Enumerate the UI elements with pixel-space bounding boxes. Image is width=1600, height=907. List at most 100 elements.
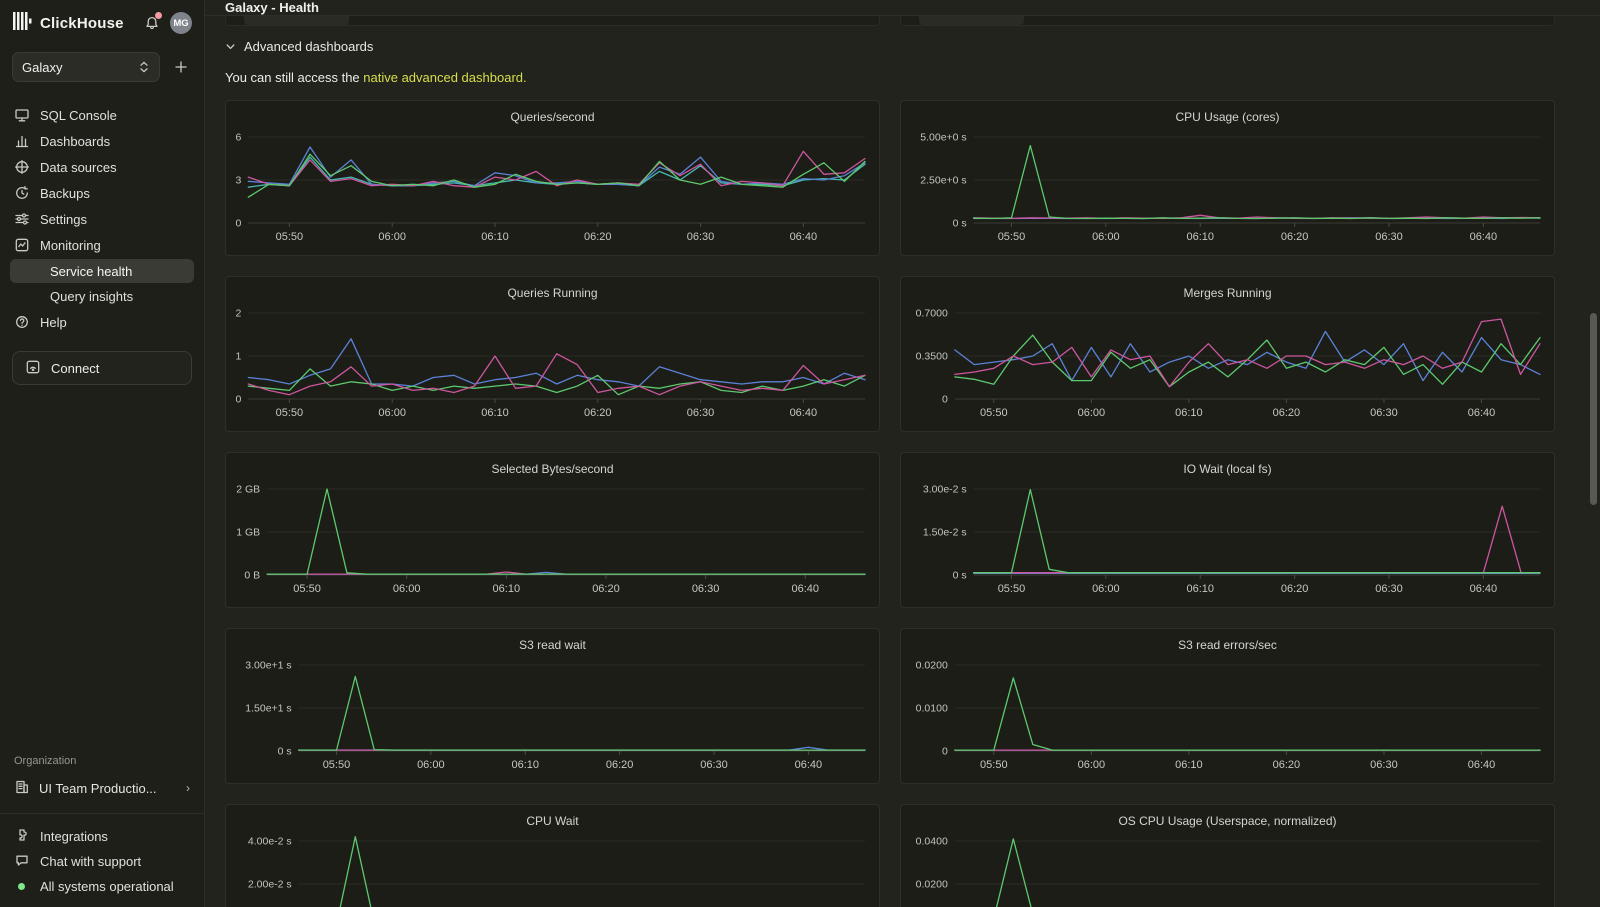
series-line-green xyxy=(247,368,866,396)
system-status[interactable]: All systems operational xyxy=(0,874,204,899)
connect-icon xyxy=(25,359,41,378)
x-tick-label: 06:20 xyxy=(1273,407,1301,419)
content-scroll-area[interactable]: Advanced dashboards You can still access… xyxy=(205,16,1600,907)
plus-icon xyxy=(175,61,187,73)
y-tick-label: 0 xyxy=(235,394,241,406)
series-line-green xyxy=(973,488,1541,574)
chart-card-s3-read-wait[interactable]: S3 read wait 0 s 1.50e+1 s 3.00e+1 s 05:50 06… xyxy=(225,628,880,784)
chart-canvas[interactable]: Selected Bytes/second 0 B 1 GB 2 GB 05:50 06:… xyxy=(226,453,879,608)
sidebar-item-label: Dashboards xyxy=(40,133,111,149)
series-line-green xyxy=(995,838,1032,907)
sidebar-item-service-health[interactable]: Service health xyxy=(10,259,194,283)
sidebar-item-monitoring[interactable]: Monitoring xyxy=(0,232,204,258)
chart-title: S3 read errors/sec xyxy=(1178,638,1277,652)
x-tick-label: 06:00 xyxy=(378,231,406,243)
sidebar-item-settings[interactable]: Settings xyxy=(0,206,204,232)
chart-title: IO Wait (local fs) xyxy=(1183,462,1271,476)
chart-card-os-cpu-usage-userspace-normalized[interactable]: OS CPU Usage (Userspace, normalized)00.0… xyxy=(900,804,1555,907)
monitoring-icon xyxy=(14,237,30,253)
x-tick-label: 06:20 xyxy=(584,407,612,419)
chart-card-queries-running[interactable]: Queries Running 0 1 2 05:50 06:00 06:10 06:20 06… xyxy=(225,276,880,432)
chart-canvas[interactable]: CPU Usage (cores) 0 s 2.50e+0 s 5.00e+0 s 05… xyxy=(901,101,1554,256)
sidebar-item-data-sources[interactable]: Data sources xyxy=(0,154,204,180)
sidebar-subitem-label: Service health xyxy=(50,263,133,279)
series-line-green xyxy=(298,675,866,751)
chart-canvas[interactable]: S3 read errors/sec 0 0.0100 0.0200 05:50 06:0… xyxy=(901,629,1554,784)
y-tick-label: 0.7000 xyxy=(916,308,948,320)
chart-title: S3 read wait xyxy=(519,638,586,652)
y-tick-label: 0.0100 xyxy=(916,703,948,715)
x-tick-label: 06:40 xyxy=(1470,231,1498,243)
sidebar-footer: Organization UI Team Productio... › Inte… xyxy=(0,755,204,907)
sidebar-item-dashboards[interactable]: Dashboards xyxy=(0,128,204,154)
vertical-scrollbar-thumb[interactable] xyxy=(1590,313,1597,505)
series-line-magenta xyxy=(954,318,1541,388)
service-selector[interactable]: Galaxy xyxy=(12,52,160,82)
x-tick-label: 06:00 xyxy=(378,407,406,419)
x-tick-label: 06:20 xyxy=(1273,759,1301,771)
x-tick-label: 06:40 xyxy=(1468,407,1496,419)
sidebar-item-label: SQL Console xyxy=(40,107,117,123)
chart-canvas[interactable]: CPU Wait0 s2.00e-2 s4.00e-2 s05:5006:000… xyxy=(226,805,879,907)
organization-icon xyxy=(14,779,30,798)
x-tick-label: 06:10 xyxy=(1186,583,1214,595)
y-tick-label: 3.00e-2 s xyxy=(923,484,967,496)
x-tick-label: 06:00 xyxy=(393,583,421,595)
y-tick-label: 0 B xyxy=(244,570,260,582)
organization-section-label: Organization xyxy=(14,755,77,767)
notifications-bell-icon[interactable] xyxy=(142,12,162,33)
x-tick-label: 06:10 xyxy=(1175,407,1203,419)
chart-card-s3-read-errors-sec[interactable]: S3 read errors/sec 0 0.0100 0.0200 05:50 06:0… xyxy=(900,628,1555,784)
chart-canvas[interactable]: Queries/second 0 3 6 05:50 06:00 06:10 06:20 06:… xyxy=(226,101,879,256)
connect-button[interactable]: Connect xyxy=(12,351,192,385)
chart-canvas[interactable]: Queries Running 0 1 2 05:50 06:00 06:10 06:20 06… xyxy=(226,277,879,432)
chart-canvas[interactable]: S3 read wait 0 s 1.50e+1 s 3.00e+1 s 05:50 06… xyxy=(226,629,879,784)
sidebar-subitem-label: Query insights xyxy=(50,288,134,304)
x-tick-label: 05:50 xyxy=(998,231,1026,243)
chart-card-merges-running[interactable]: Merges Running 0 0.3500 0.7000 05:50 06:00 06:… xyxy=(900,276,1555,432)
y-tick-label: 1 GB xyxy=(236,527,260,539)
sidebar-item-backups[interactable]: Backups xyxy=(0,180,204,206)
sidebar-item-label: Integrations xyxy=(40,829,108,844)
main-area: Galaxy - Health Advanced dashboards You … xyxy=(205,0,1600,907)
y-tick-label: 0 xyxy=(235,218,241,230)
x-tick-label: 05:50 xyxy=(276,231,304,243)
scrolled-card-remnant xyxy=(900,16,1555,26)
x-tick-label: 06:00 xyxy=(417,759,445,771)
series-line-green xyxy=(247,153,866,198)
x-tick-label: 06:30 xyxy=(1370,759,1398,771)
series-line-green xyxy=(339,836,372,907)
chart-card-selected-bytes-second[interactable]: Selected Bytes/second 0 B 1 GB 2 GB 05:50 06:… xyxy=(225,452,880,608)
series-line-green xyxy=(954,677,1541,751)
chart-card-cpu-usage-cores[interactable]: CPU Usage (cores) 0 s 2.50e+0 s 5.00e+0 s 05… xyxy=(900,100,1555,256)
chart-canvas[interactable]: OS CPU Usage (Userspace, normalized)00.0… xyxy=(901,805,1554,907)
puzzle-icon xyxy=(14,827,30,846)
sidebar-item-help[interactable]: Help xyxy=(0,309,204,335)
native-advanced-dashboard-link[interactable]: native advanced dashboard. xyxy=(363,70,527,85)
x-tick-label: 06:40 xyxy=(790,231,818,243)
y-tick-label: 0 s xyxy=(278,746,292,758)
sidebar-item-sql-console[interactable]: SQL Console xyxy=(0,102,204,128)
user-avatar[interactable]: MG xyxy=(170,12,192,34)
series-line-green xyxy=(266,488,866,575)
chart-card-io-wait-local-fs[interactable]: IO Wait (local fs) 0 s 1.50e-2 s 3.00e-2 s 0… xyxy=(900,452,1555,608)
sidebar-item-integrations[interactable]: Integrations xyxy=(0,824,204,849)
add-service-button[interactable] xyxy=(170,56,192,78)
sidebar-item-chat-support[interactable]: Chat with support xyxy=(0,849,204,874)
sidebar-item-query-insights[interactable]: Query insights xyxy=(10,284,194,308)
chart-canvas[interactable]: IO Wait (local fs) 0 s 1.50e-2 s 3.00e-2 s 0… xyxy=(901,453,1554,608)
x-tick-label: 06:10 xyxy=(481,407,509,419)
y-tick-label: 2 xyxy=(235,308,241,320)
chart-card-cpu-wait[interactable]: CPU Wait0 s2.00e-2 s4.00e-2 s05:5006:000… xyxy=(225,804,880,907)
series-line-green xyxy=(973,144,1541,220)
x-tick-label: 06:20 xyxy=(584,231,612,243)
advanced-dashboards-toggle[interactable]: Advanced dashboards xyxy=(225,39,373,54)
sidebar: ClickHouse MG Galaxy SQL Console xyxy=(0,0,205,907)
organization-switcher[interactable]: UI Team Productio... › xyxy=(0,775,204,801)
chart-card-queries-second[interactable]: Queries/second 0 3 6 05:50 06:00 06:10 06:20 06:… xyxy=(225,100,880,256)
x-tick-label: 06:10 xyxy=(481,231,509,243)
brand-name: ClickHouse xyxy=(40,14,124,32)
y-tick-label: 0 s xyxy=(953,218,967,230)
chart-canvas[interactable]: Merges Running 0 0.3500 0.7000 05:50 06:00 06:… xyxy=(901,277,1554,432)
advanced-dashboard-note: You can still access the native advanced… xyxy=(225,70,1555,85)
